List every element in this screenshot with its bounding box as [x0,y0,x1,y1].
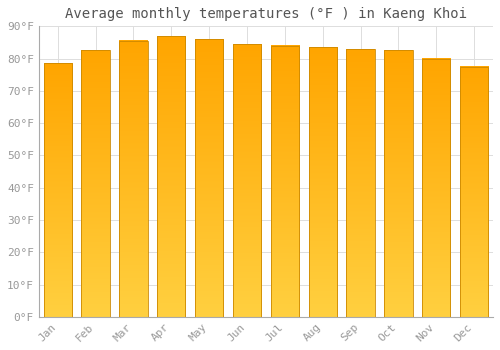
Bar [460,66,488,317]
Title: Average monthly temperatures (°F ) in Kaeng Khoi: Average monthly temperatures (°F ) in Ka… [65,7,467,21]
Bar [422,58,450,317]
Bar [82,50,110,317]
Bar [308,47,337,317]
Bar [384,50,412,317]
Bar [44,63,72,317]
Bar [233,44,261,317]
Bar [270,46,299,317]
Bar [119,41,148,317]
Bar [157,36,186,317]
Bar [346,49,375,317]
Bar [195,39,224,317]
